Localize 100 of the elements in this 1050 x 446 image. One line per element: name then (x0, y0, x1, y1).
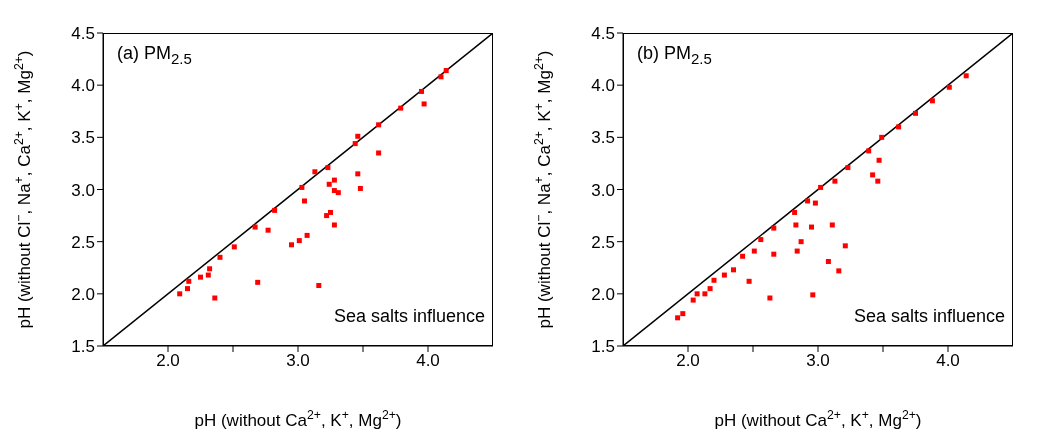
point (272, 207, 278, 213)
y-tick-label: 3.5 (591, 128, 615, 148)
point (331, 177, 337, 183)
y-tick-label: 1.5 (591, 337, 615, 357)
point (694, 291, 700, 297)
point (355, 171, 361, 177)
point (707, 286, 713, 292)
point (842, 243, 848, 249)
text: (b) PM$_{2.5}$ (637, 43, 712, 67)
point (443, 68, 449, 74)
x-tick-label: 3.0 (806, 351, 830, 371)
point (793, 222, 799, 228)
point (836, 268, 842, 274)
text: (a) PM$_{2.5}$ (117, 43, 192, 67)
y-tick-label: 2.5 (591, 232, 615, 252)
point (866, 148, 872, 154)
point (376, 150, 382, 156)
point (825, 258, 831, 264)
point (879, 134, 885, 140)
point (302, 198, 307, 204)
point (335, 190, 341, 196)
point (198, 274, 203, 280)
point (316, 282, 322, 288)
point (946, 84, 952, 90)
point (809, 224, 814, 230)
point (963, 73, 969, 79)
y-tick-label: 2.0 (591, 284, 615, 304)
point (355, 133, 361, 139)
point (185, 286, 190, 292)
y-tick-label: 4.0 (591, 76, 615, 96)
point (794, 248, 800, 254)
point (252, 224, 258, 230)
point (675, 315, 681, 321)
point (398, 105, 404, 111)
point (312, 169, 318, 175)
y-tick-label: 3.5 (71, 128, 95, 148)
point (352, 141, 358, 147)
point (731, 267, 736, 273)
y-tick-label: 3.0 (591, 180, 615, 200)
point (296, 238, 302, 244)
y-tick-label: 1.5 (71, 337, 95, 357)
x-axis-title: pH (without Ca$^{2+}$, K$^{+}$, Mg$^{2+}$) (194, 408, 402, 430)
point (876, 157, 882, 163)
point (746, 278, 752, 284)
point (805, 198, 811, 204)
point (680, 311, 686, 317)
point (798, 239, 804, 245)
point (740, 253, 746, 259)
annotation: Sea salts influence (333, 306, 485, 327)
point (326, 181, 332, 187)
point (758, 237, 764, 243)
point (186, 278, 192, 284)
y-tick-label: 4.5 (71, 24, 95, 44)
point (771, 251, 777, 257)
point (328, 209, 333, 215)
point (810, 292, 816, 298)
point (331, 222, 337, 228)
point (913, 110, 918, 116)
y-tick-label: 4.5 (591, 24, 615, 44)
annotation: Sea salts influence (853, 306, 1005, 327)
point (832, 178, 838, 184)
x-tick-label: 4.0 (416, 351, 440, 371)
point (289, 242, 294, 248)
point (255, 279, 261, 285)
point (751, 248, 757, 254)
y-tick-label: 2.0 (71, 284, 95, 304)
point (711, 277, 717, 283)
x-axis-title: pH (without Ca$^{2+}$, K$^{+}$, Mg$^{2+}$) (714, 408, 922, 430)
point (870, 172, 876, 178)
point (212, 295, 218, 301)
x-tick-label: 2.0 (676, 351, 700, 371)
x-tick-label: 4.0 (936, 351, 960, 371)
point (438, 74, 444, 80)
point (690, 297, 696, 303)
point (845, 165, 851, 171)
point (421, 101, 427, 107)
point (207, 266, 213, 272)
point (896, 124, 902, 130)
point (702, 291, 708, 297)
point (205, 272, 211, 278)
point (325, 165, 331, 171)
y-tick-label: 4.0 (71, 76, 95, 96)
point (304, 232, 310, 238)
point (829, 222, 835, 228)
x-tick-label: 3.0 (286, 351, 310, 371)
point (324, 213, 330, 219)
point (875, 178, 881, 184)
point (818, 184, 824, 190)
point (771, 225, 777, 231)
point (721, 272, 727, 278)
point (217, 254, 223, 260)
point (792, 209, 798, 215)
point (812, 200, 818, 206)
y-tick-label: 3.0 (71, 180, 95, 200)
point (376, 122, 382, 128)
point (299, 184, 305, 190)
point (767, 295, 773, 301)
point (357, 185, 363, 191)
point (265, 227, 271, 233)
point (419, 88, 424, 94)
